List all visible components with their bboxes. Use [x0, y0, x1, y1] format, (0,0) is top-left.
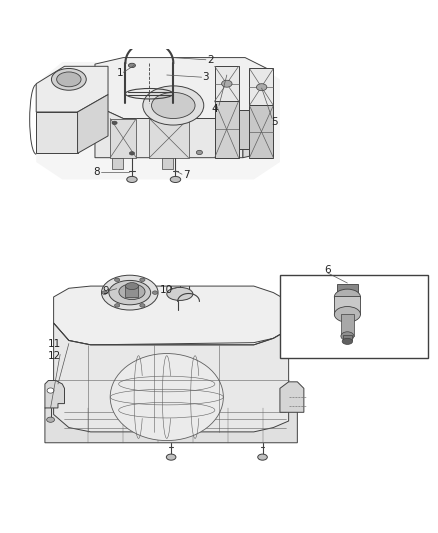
Bar	[280, 275, 428, 358]
Polygon shape	[95, 58, 271, 118]
Ellipse shape	[129, 151, 134, 155]
Ellipse shape	[143, 86, 204, 125]
Ellipse shape	[128, 63, 135, 68]
Ellipse shape	[170, 176, 181, 182]
Ellipse shape	[115, 278, 120, 281]
Polygon shape	[250, 68, 273, 106]
Polygon shape	[125, 286, 138, 297]
Ellipse shape	[152, 291, 158, 294]
Text: 3: 3	[203, 72, 209, 82]
Polygon shape	[36, 112, 78, 154]
Text: 6: 6	[325, 264, 331, 274]
Ellipse shape	[115, 304, 120, 307]
Polygon shape	[36, 66, 108, 112]
Polygon shape	[110, 118, 136, 158]
Ellipse shape	[102, 291, 107, 294]
Text: 11: 11	[48, 339, 61, 349]
Ellipse shape	[258, 454, 267, 460]
Polygon shape	[45, 403, 297, 443]
Polygon shape	[334, 296, 360, 314]
Ellipse shape	[196, 150, 202, 155]
Ellipse shape	[119, 284, 145, 300]
Polygon shape	[95, 106, 243, 158]
Ellipse shape	[152, 92, 195, 118]
Polygon shape	[45, 381, 64, 408]
Ellipse shape	[341, 332, 354, 341]
Polygon shape	[341, 313, 354, 336]
Ellipse shape	[222, 80, 232, 87]
Text: 7: 7	[183, 170, 190, 180]
Ellipse shape	[112, 121, 117, 125]
Polygon shape	[149, 118, 188, 158]
Ellipse shape	[162, 419, 180, 433]
Ellipse shape	[167, 287, 193, 301]
Text: 10: 10	[159, 286, 173, 295]
Polygon shape	[36, 62, 280, 180]
Polygon shape	[239, 110, 250, 149]
Polygon shape	[343, 335, 352, 341]
Ellipse shape	[51, 68, 86, 90]
Ellipse shape	[140, 304, 145, 307]
Ellipse shape	[127, 176, 137, 182]
Ellipse shape	[334, 306, 360, 322]
Ellipse shape	[47, 417, 54, 422]
Polygon shape	[162, 158, 173, 168]
Ellipse shape	[140, 278, 145, 281]
Text: 9: 9	[102, 286, 109, 296]
Polygon shape	[243, 112, 271, 158]
Polygon shape	[78, 94, 108, 154]
Ellipse shape	[256, 84, 267, 91]
Ellipse shape	[166, 454, 176, 460]
Ellipse shape	[110, 353, 223, 441]
Polygon shape	[250, 106, 273, 158]
Text: 5: 5	[272, 117, 278, 126]
Text: 4: 4	[212, 104, 218, 114]
Ellipse shape	[109, 280, 151, 305]
Polygon shape	[53, 323, 289, 432]
Ellipse shape	[334, 289, 360, 305]
Polygon shape	[336, 284, 358, 297]
Text: 12: 12	[48, 351, 61, 361]
Ellipse shape	[47, 388, 54, 393]
Polygon shape	[280, 382, 304, 413]
Ellipse shape	[102, 275, 158, 310]
Ellipse shape	[342, 338, 353, 344]
Ellipse shape	[125, 282, 138, 289]
Text: 8: 8	[93, 167, 99, 176]
Polygon shape	[215, 101, 239, 158]
Polygon shape	[53, 286, 289, 345]
Polygon shape	[215, 66, 239, 101]
Text: 1: 1	[117, 68, 123, 78]
Polygon shape	[113, 158, 123, 168]
Ellipse shape	[57, 72, 81, 87]
Text: 2: 2	[207, 55, 214, 65]
